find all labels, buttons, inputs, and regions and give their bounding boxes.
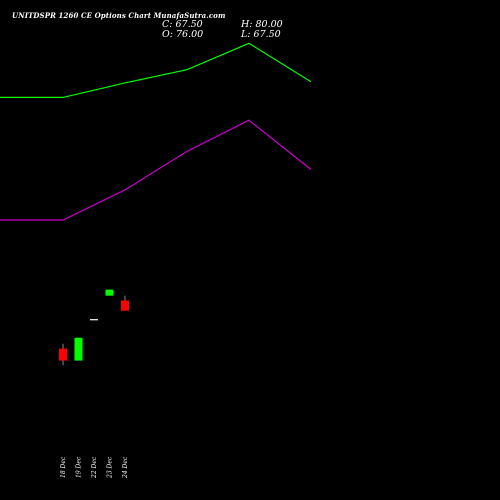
chart-title: UNITDSPR 1260 CE Options Chart MunafaSut… xyxy=(12,11,226,20)
candle xyxy=(105,289,114,296)
open-price: O: 76.00 xyxy=(162,29,204,40)
high-price: H: 80.00 xyxy=(241,19,283,30)
candle-body xyxy=(105,289,114,296)
x-tick-label: 19 Dec xyxy=(76,456,83,478)
candle-body xyxy=(59,348,67,361)
candle-body xyxy=(121,300,129,311)
candle xyxy=(121,295,129,311)
x-tick-label: 18 Dec xyxy=(60,456,67,478)
x-tick-label: 22 Dec xyxy=(91,456,98,479)
overlay-line-2 xyxy=(0,119,312,221)
overlay-line-1 xyxy=(0,42,312,99)
candle-body xyxy=(74,337,83,361)
x-tick-label: 23 Dec xyxy=(107,456,114,479)
low-price: L: 67.50 xyxy=(241,29,281,40)
close-price: C: 67.50 xyxy=(162,19,203,30)
candle xyxy=(59,343,67,366)
candle xyxy=(74,337,83,361)
x-tick-label: 24 Dec xyxy=(122,456,129,479)
